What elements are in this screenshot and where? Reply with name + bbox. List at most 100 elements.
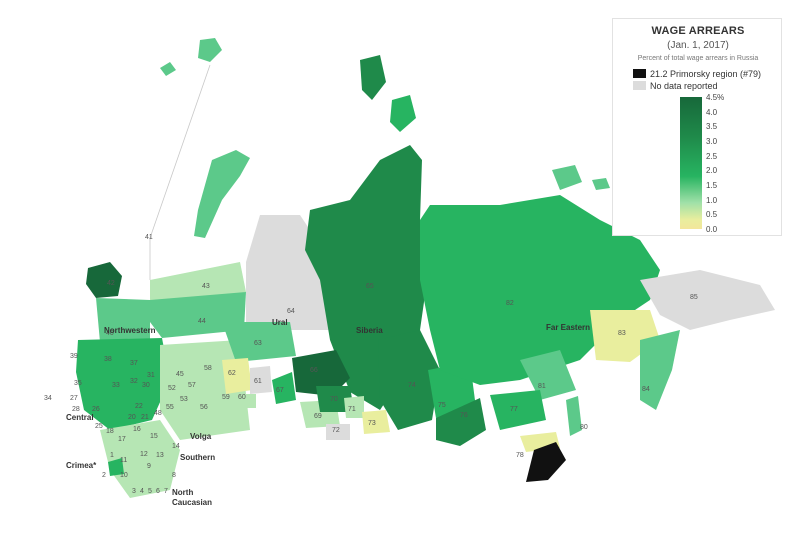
legend-nodata-swatch: [633, 81, 646, 90]
region-79-primorsky: [526, 442, 566, 482]
region-label: 76: [460, 412, 468, 419]
region-label: 1: [110, 452, 114, 459]
region-label: 13: [156, 452, 164, 459]
region-western-cluster: [76, 338, 170, 430]
region-63: [222, 322, 296, 362]
legend-highlight-text: 21.2 Primorsky region (#79): [650, 69, 762, 79]
region-label: 80: [580, 424, 588, 431]
region-label: 4: [140, 488, 144, 495]
region-label: 73: [368, 420, 376, 427]
region-label: 60: [238, 394, 246, 401]
region-label: 40: [106, 330, 114, 337]
region-81: [520, 350, 576, 400]
region-label: 33: [112, 382, 120, 389]
region-67: [272, 372, 296, 404]
region-label: 52: [168, 385, 176, 392]
region-73: [362, 410, 390, 434]
district-label-far-eastern: Far Eastern: [546, 323, 591, 332]
region-label: 75: [438, 402, 446, 409]
region-label: 44: [198, 318, 206, 325]
legend-tick-label: 2.0: [706, 166, 718, 176]
region-crimea: [108, 458, 124, 476]
region-label: 12: [140, 451, 148, 458]
region-label: 31: [147, 372, 155, 379]
region-south-cluster: [100, 420, 180, 498]
region-label: 26: [92, 406, 100, 413]
region-71: [344, 396, 364, 418]
district-label-crimea: Crimea*: [66, 461, 97, 470]
region-66: [292, 350, 350, 396]
region-label: 74: [408, 382, 416, 389]
region-72: [326, 424, 350, 440]
region-label: 62: [228, 370, 236, 377]
region-label: 64: [287, 308, 295, 315]
region-label: 70: [330, 396, 338, 403]
region-label: 71: [348, 406, 356, 413]
region-40: [96, 298, 150, 342]
district-label-siberia: Siberia: [356, 326, 383, 335]
legend-subtitle: (Jan. 1, 2017): [667, 40, 729, 51]
legend-tick-label: 3.0: [706, 137, 718, 146]
region-label: 81: [538, 383, 546, 390]
region-76: [436, 398, 486, 446]
region-novosibirsk-islands: [552, 165, 582, 190]
region-severnaya-zemlya: [390, 95, 416, 132]
legend-color-scale: [680, 97, 702, 229]
region-84: [640, 330, 680, 410]
region-label: 17: [118, 436, 126, 443]
legend-nodata-text: No data reported: [650, 81, 718, 91]
district-label-northwestern: Northwestern: [104, 326, 156, 335]
region-label: 25: [95, 423, 103, 430]
region-44: [150, 292, 246, 338]
region-label: 22: [135, 403, 143, 410]
legend-tick-label: 4.0: [706, 107, 718, 117]
legend-highlight-row: 21.2 Primorsky region (#79): [633, 69, 761, 79]
region-label: 34: [44, 395, 52, 402]
region-sakhalin: [566, 396, 582, 436]
region-label: 72: [332, 427, 340, 434]
region-label: 38: [104, 356, 112, 363]
legend-tick-label: 1.0: [706, 195, 718, 205]
region-label: 37: [130, 360, 138, 367]
region-label: 39: [70, 353, 78, 360]
region-yamal-strip: [194, 150, 250, 238]
region-label: 43: [202, 283, 210, 290]
region-label: 18: [106, 428, 114, 435]
region-label: 55: [166, 404, 174, 411]
region-label: 41: [145, 234, 153, 241]
district-label-central: Central: [66, 413, 94, 422]
legend-tick-label: 3.5: [706, 122, 718, 132]
region-label: 66: [310, 367, 318, 374]
region-label: 57: [188, 382, 196, 389]
legend-highlight-swatch: [633, 69, 646, 78]
region-label: 6: [156, 488, 160, 495]
region-43: [150, 262, 246, 302]
region-42: [86, 262, 122, 298]
region-label: 53: [180, 396, 188, 403]
leader-line: [149, 64, 211, 239]
legend-nodata-row: No data reported: [633, 81, 718, 91]
region-label: 84: [642, 386, 650, 393]
region-label: 28: [72, 406, 80, 413]
region-arctic-islands-west: [198, 38, 222, 62]
region-label: 15: [150, 433, 158, 440]
region-label: 67: [276, 387, 284, 394]
region-label: 27: [70, 395, 78, 402]
region-label: 78: [516, 452, 524, 459]
region-label: 85: [690, 294, 698, 301]
legend-tick-label: 2.5: [706, 151, 718, 161]
region-wrangel: [592, 178, 610, 190]
region-label: 5: [148, 488, 152, 495]
district-label-ural: Ural: [272, 318, 288, 327]
region-label: 83: [618, 330, 626, 337]
region-74: [378, 330, 440, 430]
district-label-volga: Volga: [190, 432, 212, 441]
region-62: [222, 358, 252, 394]
district-label-caucasian: Caucasian: [172, 498, 213, 507]
region-70: [316, 386, 354, 412]
region-60: [232, 394, 256, 408]
map-legend: WAGE ARREARS (Jan. 1, 2017) Percent of t…: [612, 18, 782, 236]
region-label: 77: [510, 406, 518, 413]
region-novaya-zemlya: [360, 55, 386, 100]
